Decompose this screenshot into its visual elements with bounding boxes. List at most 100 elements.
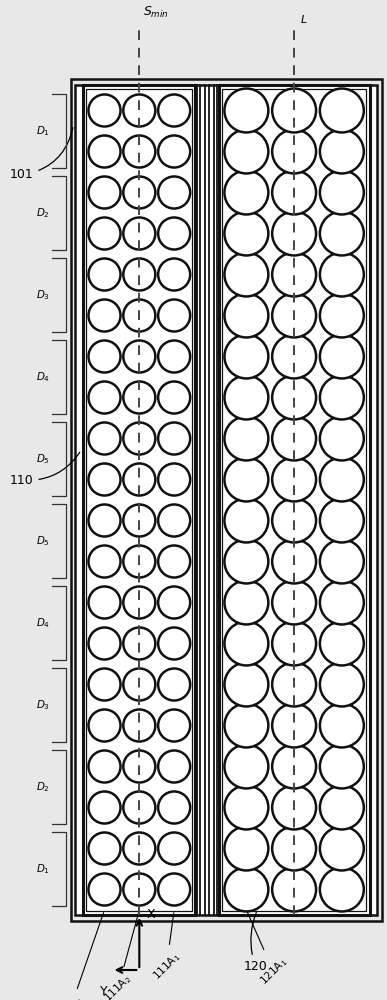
- Ellipse shape: [89, 545, 120, 578]
- Ellipse shape: [158, 422, 190, 455]
- Ellipse shape: [123, 299, 155, 332]
- Ellipse shape: [89, 627, 120, 660]
- Ellipse shape: [89, 217, 120, 250]
- Ellipse shape: [123, 709, 155, 742]
- Text: 120: 120: [244, 913, 267, 973]
- Ellipse shape: [89, 709, 120, 742]
- Ellipse shape: [224, 704, 268, 747]
- Ellipse shape: [158, 340, 190, 373]
- Ellipse shape: [89, 791, 120, 824]
- Ellipse shape: [123, 176, 155, 209]
- Ellipse shape: [158, 299, 190, 332]
- Ellipse shape: [320, 335, 364, 378]
- Ellipse shape: [89, 135, 120, 168]
- Ellipse shape: [224, 499, 268, 542]
- Ellipse shape: [123, 94, 155, 127]
- Ellipse shape: [272, 540, 316, 583]
- Ellipse shape: [123, 463, 155, 496]
- Ellipse shape: [158, 463, 190, 496]
- Text: 111A$_2$: 111A$_2$: [101, 913, 139, 1000]
- Text: $D_2$: $D_2$: [36, 780, 50, 794]
- Ellipse shape: [224, 786, 268, 829]
- Ellipse shape: [123, 791, 155, 824]
- Ellipse shape: [123, 627, 155, 660]
- Ellipse shape: [272, 253, 316, 296]
- Text: 111A$_1$: 111A$_1$: [150, 913, 183, 983]
- Ellipse shape: [89, 873, 120, 906]
- Ellipse shape: [158, 832, 190, 865]
- Text: $D_1$: $D_1$: [36, 862, 50, 876]
- Text: $L$: $L$: [300, 13, 307, 25]
- Ellipse shape: [320, 89, 364, 132]
- Ellipse shape: [272, 212, 316, 255]
- Ellipse shape: [123, 381, 155, 414]
- Ellipse shape: [320, 376, 364, 419]
- Ellipse shape: [89, 299, 120, 332]
- Ellipse shape: [158, 545, 190, 578]
- Text: 121A$_1$: 121A$_1$: [248, 913, 290, 988]
- Ellipse shape: [320, 499, 364, 542]
- Ellipse shape: [224, 130, 268, 173]
- Ellipse shape: [272, 663, 316, 706]
- Ellipse shape: [272, 581, 316, 624]
- Ellipse shape: [224, 171, 268, 214]
- Ellipse shape: [224, 376, 268, 419]
- Ellipse shape: [224, 294, 268, 337]
- Ellipse shape: [89, 668, 120, 701]
- Ellipse shape: [320, 212, 364, 255]
- Ellipse shape: [89, 94, 120, 127]
- Ellipse shape: [272, 704, 316, 747]
- Ellipse shape: [224, 663, 268, 706]
- Ellipse shape: [123, 135, 155, 168]
- Ellipse shape: [320, 294, 364, 337]
- Ellipse shape: [320, 417, 364, 460]
- Ellipse shape: [158, 750, 190, 783]
- Ellipse shape: [272, 130, 316, 173]
- Ellipse shape: [320, 786, 364, 829]
- Ellipse shape: [224, 253, 268, 296]
- Text: $D_4$: $D_4$: [36, 616, 50, 630]
- Ellipse shape: [123, 832, 155, 865]
- Ellipse shape: [158, 217, 190, 250]
- Ellipse shape: [89, 422, 120, 455]
- Text: $D_4$: $D_4$: [36, 370, 50, 384]
- Ellipse shape: [320, 827, 364, 870]
- Ellipse shape: [272, 458, 316, 501]
- Ellipse shape: [272, 376, 316, 419]
- Ellipse shape: [320, 663, 364, 706]
- Text: X: X: [147, 908, 156, 922]
- Ellipse shape: [158, 258, 190, 291]
- Text: $D_3$: $D_3$: [36, 698, 50, 712]
- Ellipse shape: [158, 176, 190, 209]
- Ellipse shape: [89, 463, 120, 496]
- Ellipse shape: [123, 217, 155, 250]
- Ellipse shape: [320, 130, 364, 173]
- Ellipse shape: [272, 786, 316, 829]
- Ellipse shape: [123, 586, 155, 619]
- Text: $D_5$: $D_5$: [36, 534, 50, 548]
- Text: $D_5$: $D_5$: [36, 452, 50, 466]
- Ellipse shape: [320, 622, 364, 665]
- Ellipse shape: [89, 258, 120, 291]
- Ellipse shape: [89, 340, 120, 373]
- Ellipse shape: [224, 622, 268, 665]
- Ellipse shape: [158, 709, 190, 742]
- Ellipse shape: [158, 586, 190, 619]
- Text: 101: 101: [10, 128, 73, 181]
- Ellipse shape: [158, 791, 190, 824]
- Ellipse shape: [320, 745, 364, 788]
- Ellipse shape: [123, 504, 155, 537]
- Ellipse shape: [123, 873, 155, 906]
- Ellipse shape: [272, 294, 316, 337]
- Ellipse shape: [224, 540, 268, 583]
- Ellipse shape: [158, 135, 190, 168]
- Ellipse shape: [158, 627, 190, 660]
- Ellipse shape: [123, 750, 155, 783]
- Ellipse shape: [272, 827, 316, 870]
- Ellipse shape: [123, 545, 155, 578]
- Ellipse shape: [158, 668, 190, 701]
- Ellipse shape: [158, 94, 190, 127]
- Text: $S_{min}$: $S_{min}$: [143, 5, 169, 20]
- Text: 110: 110: [10, 452, 80, 487]
- Ellipse shape: [272, 499, 316, 542]
